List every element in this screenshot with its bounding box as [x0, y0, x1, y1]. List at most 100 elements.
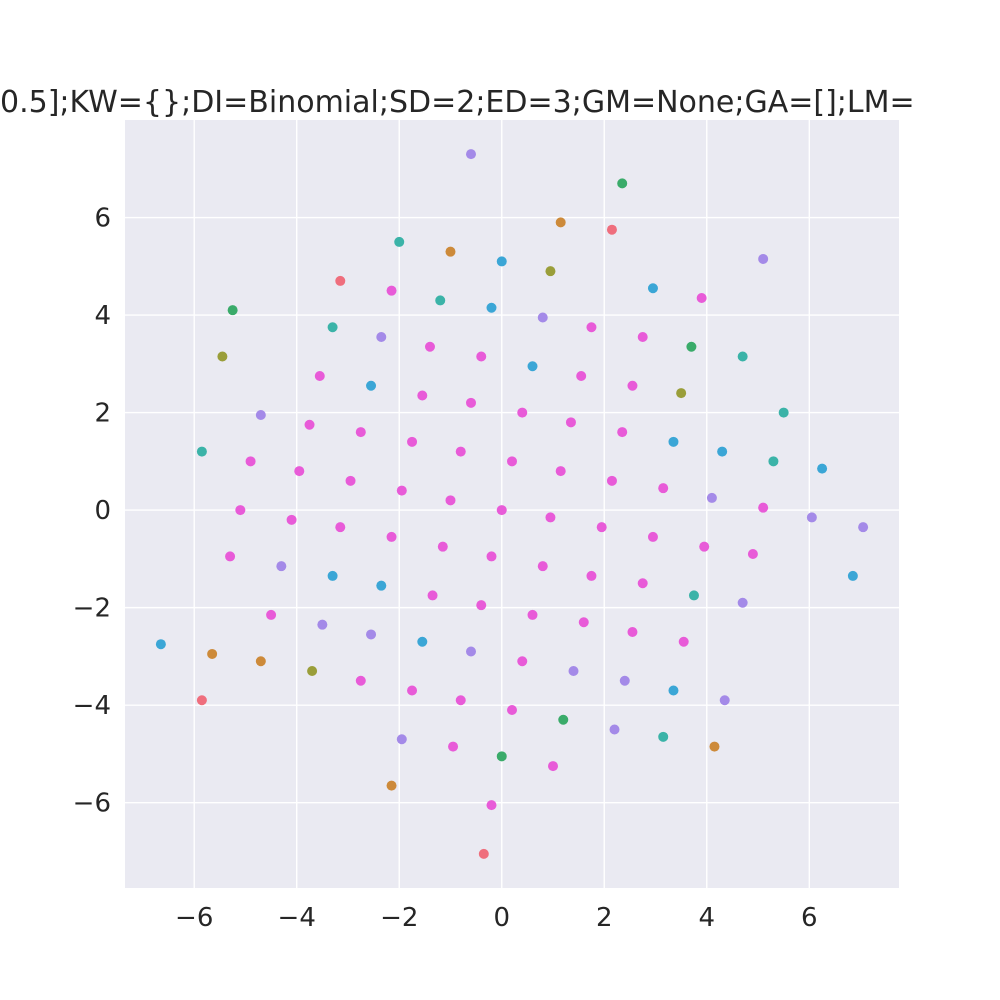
data-point [758, 253, 769, 264]
grid-lines-x [193, 120, 810, 888]
data-point [496, 256, 507, 267]
data-point [507, 705, 517, 716]
data-point [355, 427, 366, 438]
plot-background [125, 120, 899, 888]
data-point [517, 407, 528, 418]
data-point [747, 548, 758, 559]
y-tick-label: 4 [94, 301, 111, 331]
data-point [486, 551, 497, 562]
data-point [678, 636, 689, 647]
data-point [196, 695, 207, 706]
data-point [207, 648, 218, 659]
data-point [617, 178, 628, 189]
data-point [637, 578, 648, 589]
data-point [286, 514, 297, 525]
data-point [517, 656, 528, 667]
x-tick-label: −4 [278, 903, 316, 933]
data-point [548, 761, 559, 772]
data-point [465, 397, 476, 408]
data-point [366, 629, 377, 640]
data-point [386, 285, 397, 296]
data-point [196, 446, 207, 457]
data-point [545, 512, 556, 523]
chart-title: 0.5];KW={};DI=Binomial;SD=2;ED=3;GM=None… [0, 85, 915, 120]
data-point [386, 780, 397, 791]
x-tick-label: 2 [596, 903, 613, 933]
data-point [486, 302, 497, 313]
data-point [255, 410, 266, 421]
data-point [496, 751, 507, 762]
data-point [758, 502, 769, 513]
data-point [606, 475, 617, 486]
data-point [376, 580, 387, 591]
data-point [537, 312, 548, 323]
data-point [668, 685, 679, 696]
data-point [435, 295, 446, 306]
data-point [396, 734, 407, 745]
data-point [617, 427, 628, 438]
data-point [304, 419, 315, 430]
data-point [647, 531, 658, 542]
data-point [345, 475, 356, 486]
y-tick-labels: −6 −4 −2 0 2 4 6 [73, 204, 111, 819]
data-point [476, 600, 487, 611]
data-point [568, 666, 579, 677]
data-point [627, 627, 638, 637]
data-point [717, 446, 728, 457]
data-point [335, 275, 346, 286]
data-point [314, 371, 325, 381]
data-point [266, 609, 277, 620]
data-point [486, 800, 497, 811]
data-point [778, 407, 789, 418]
data-point [527, 361, 538, 372]
data-points [155, 149, 869, 859]
data-point [537, 561, 548, 572]
y-tick-label: 2 [94, 399, 111, 429]
y-tick-label: −2 [73, 594, 111, 624]
y-tick-label: 0 [94, 496, 111, 526]
data-point [407, 436, 418, 447]
data-point [245, 456, 256, 467]
x-tick-labels: −6 −4 −2 0 2 4 6 [175, 903, 818, 933]
data-point [417, 390, 428, 401]
data-point [437, 541, 448, 552]
data-point [658, 731, 669, 742]
data-point [688, 590, 699, 601]
data-point [235, 505, 246, 516]
x-tick-label: −6 [175, 903, 213, 933]
data-point [217, 351, 228, 362]
y-tick-label: 6 [94, 204, 111, 234]
data-point [858, 522, 869, 533]
data-point [527, 609, 538, 620]
data-point [586, 322, 597, 333]
x-tick-label: 6 [801, 903, 818, 933]
data-point [768, 456, 779, 467]
x-tick-label: −2 [380, 903, 418, 933]
data-point [686, 341, 697, 352]
x-tick-label: 4 [699, 903, 716, 933]
data-point [606, 224, 617, 235]
data-point [335, 522, 346, 533]
data-point [366, 380, 377, 391]
data-point [417, 636, 428, 647]
data-point [737, 597, 748, 608]
data-point [276, 561, 287, 572]
data-point [637, 331, 648, 342]
y-tick-label: −6 [73, 789, 111, 819]
data-point [545, 266, 556, 277]
data-point [699, 541, 710, 552]
data-point [555, 466, 566, 477]
data-point [376, 331, 387, 342]
data-point [619, 675, 630, 686]
data-point [668, 436, 679, 447]
data-point [255, 656, 266, 667]
data-point [407, 685, 418, 696]
data-point [455, 695, 466, 706]
data-point [476, 351, 487, 362]
y-tick-label: −4 [73, 691, 111, 721]
data-point [155, 639, 166, 650]
data-point [327, 322, 338, 333]
data-point [706, 492, 717, 503]
data-point [294, 466, 305, 477]
